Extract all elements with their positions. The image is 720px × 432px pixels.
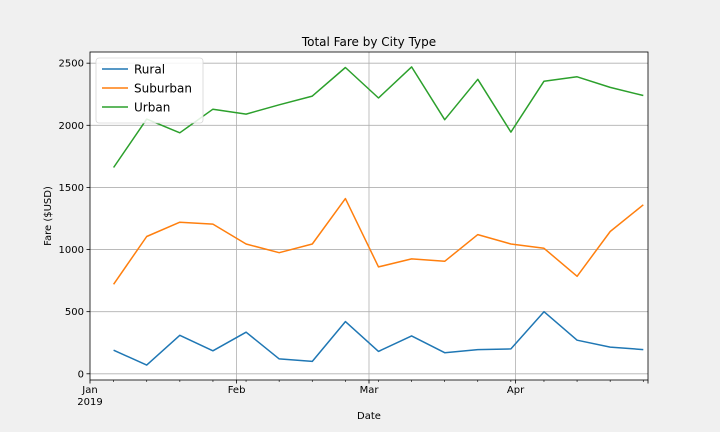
legend-label-suburban: Suburban	[134, 82, 192, 96]
x-tick-label: Mar	[360, 385, 380, 396]
y-tick-label: 0	[78, 369, 84, 380]
x-tick-label: Jan	[81, 385, 97, 396]
y-tick-label: 2000	[59, 121, 84, 132]
series-line-rural	[113, 310, 644, 366]
series-line-suburban	[112, 197, 644, 285]
legend-label-urban: Urban	[134, 101, 170, 115]
y-tick-label: 2500	[59, 59, 84, 70]
y-tick-label: 500	[65, 307, 84, 318]
y-axis-label: Fare ($USD)	[43, 186, 54, 246]
x-tick-label: Feb	[228, 385, 246, 396]
x-tick-label: Apr	[507, 385, 525, 396]
chart-title: Total Fare by City Type	[301, 35, 436, 49]
y-tick-label: 1000	[59, 245, 84, 256]
x-tick-sublabel: 2019	[77, 397, 102, 408]
legend-label-rural: Rural	[134, 63, 165, 77]
x-axis-label: Date	[357, 411, 381, 422]
legend: Rural Suburban Urban	[95, 57, 204, 124]
y-tick-label: 1500	[59, 183, 84, 194]
